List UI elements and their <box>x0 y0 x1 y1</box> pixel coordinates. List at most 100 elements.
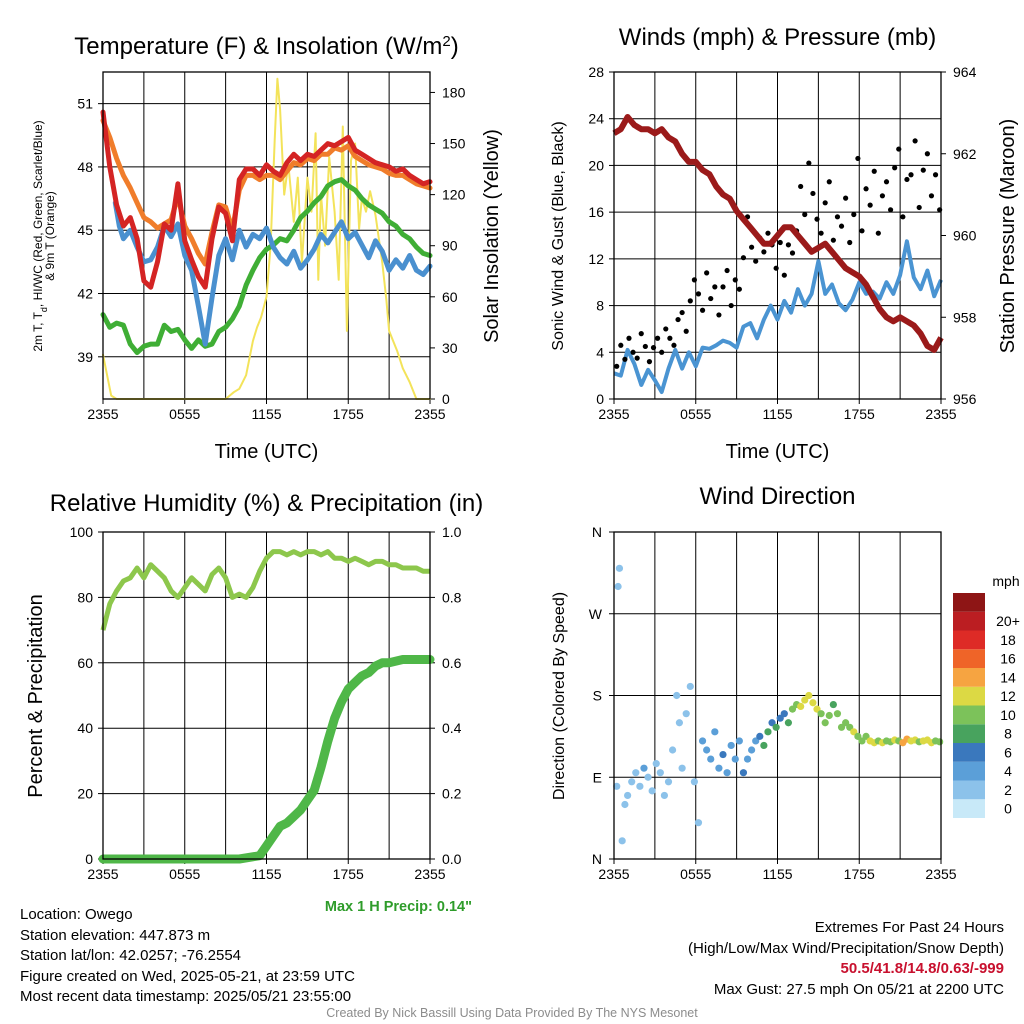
y-axis-label: Percent & Precipitation <box>25 594 47 797</box>
y2-tick-label: 0 <box>442 391 450 407</box>
y-tick-label: 0 <box>596 391 604 407</box>
colorbar-label: 12 <box>1000 688 1016 704</box>
y2-tick-label: 958 <box>953 309 977 325</box>
direction-point <box>727 741 735 750</box>
direction-point <box>748 746 756 754</box>
gust-point <box>871 168 877 174</box>
x-tick-label: 0555 <box>169 866 200 882</box>
precip-annotation: Max 1 H Precip: 0.14" <box>325 899 472 915</box>
direction-point <box>817 710 825 718</box>
x-tick-label: 1155 <box>251 406 281 422</box>
gust-point <box>642 343 648 350</box>
direction-point <box>690 778 698 786</box>
direction-point <box>723 769 731 777</box>
x-tick-label: 2355 <box>925 406 956 422</box>
gust-point <box>892 165 898 171</box>
colorbar-label: 8 <box>1004 726 1012 742</box>
colorbar-swatch <box>953 686 985 706</box>
direction-point <box>805 691 813 700</box>
y2-tick-label: 0.0 <box>442 851 462 867</box>
direction-point <box>833 710 842 718</box>
colorbar-label: 14 <box>1000 669 1016 685</box>
y2-tick-label: 180 <box>442 84 466 100</box>
gust-point <box>679 309 685 316</box>
direction-point <box>719 750 727 759</box>
direction-point <box>711 728 719 736</box>
direction-point <box>936 738 944 746</box>
x-tick-label: 1755 <box>844 866 875 882</box>
gust-point <box>916 204 922 211</box>
chart-title: Temperature (F) & Insolation (W/m2) <box>74 33 458 61</box>
gust-point <box>663 326 669 332</box>
x-tick-label: 1755 <box>333 866 364 882</box>
gust-point <box>765 230 771 236</box>
gust-point <box>904 176 910 183</box>
y2-tick-label: 90 <box>442 238 458 254</box>
y-tick-label: 0 <box>85 851 93 867</box>
gust-point <box>896 146 902 152</box>
x-axis-label: Time (UTC) <box>726 441 830 463</box>
extremes-info: Extremes For Past 24 Hours (High/Low/Max… <box>504 918 1004 1000</box>
series-line-pressure <box>612 114 944 353</box>
y2-tick-label: 964 <box>953 64 977 80</box>
gust-point <box>614 363 620 369</box>
station-elevation: Station elevation: 447.873 m <box>20 926 211 944</box>
gust-point <box>785 242 792 248</box>
direction-point <box>636 782 644 790</box>
colorbar-swatch <box>953 761 985 781</box>
gust-point <box>740 255 747 261</box>
direction-point <box>764 728 772 736</box>
gust-point <box>924 151 930 157</box>
chart-title: Winds (mph) & Pressure (mb) <box>619 24 936 51</box>
y2-tick-label: 962 <box>953 146 977 162</box>
direction-point <box>707 755 715 763</box>
gust-point <box>671 342 677 348</box>
extremes-title: Extremes For Past 24 Hours <box>814 919 1004 936</box>
chart-title: Relative Humidity (%) & Precipitation (i… <box>50 490 483 517</box>
colorbar-swatch <box>953 724 985 743</box>
gust-point <box>879 193 886 199</box>
gust-point <box>789 250 796 256</box>
gust-point <box>646 359 653 365</box>
y-tick-label: 45 <box>77 222 93 238</box>
extremes-values: 50.5/41.8/14.8/0.63/-999 <box>840 960 1004 977</box>
direction-point <box>618 837 626 845</box>
colorbar-unit: mph <box>992 573 1019 589</box>
y-label-subscript: d <box>39 307 49 312</box>
x-tick-label: 2355 <box>87 866 118 882</box>
direction-point <box>675 719 684 727</box>
x-tick-label: 1755 <box>844 406 875 422</box>
gust-point <box>928 193 935 199</box>
direction-point <box>632 769 640 777</box>
colorbar-label: 20+ <box>996 613 1020 629</box>
gust-point <box>736 286 742 292</box>
y-tick-label: E <box>593 769 602 785</box>
direction-point <box>797 702 805 711</box>
colorbar-label: 2 <box>1004 782 1012 798</box>
direction-point <box>694 819 703 827</box>
y-tick-label: 20 <box>77 786 93 802</box>
direction-point <box>743 755 752 763</box>
gust-point <box>699 307 706 313</box>
direction-point <box>640 764 648 772</box>
gust-point <box>781 272 787 278</box>
direction-point <box>780 710 788 718</box>
gust-point <box>622 356 628 362</box>
y-tick-label: 100 <box>70 524 94 540</box>
plot-frame <box>613 531 942 860</box>
y-tick-label: S <box>593 688 602 704</box>
x-tick-label: 1155 <box>762 866 792 882</box>
gust-point <box>650 345 657 351</box>
gust-point <box>900 214 906 220</box>
title-end: ) <box>451 33 459 60</box>
gust-point <box>818 230 824 236</box>
gust-point <box>875 230 881 236</box>
y-axis-label: 2m T, Td, HI/WC (Red, Green, Scarlet/Blu… <box>31 120 49 351</box>
gust-point <box>638 331 644 337</box>
direction-point <box>613 782 621 790</box>
direction-point <box>621 800 629 809</box>
figure-created: Figure created on Wed, 2025-05-21, at 23… <box>20 967 355 985</box>
gust-point <box>695 291 702 297</box>
y-tick-label: 12 <box>588 251 604 267</box>
gust-point <box>855 155 861 162</box>
